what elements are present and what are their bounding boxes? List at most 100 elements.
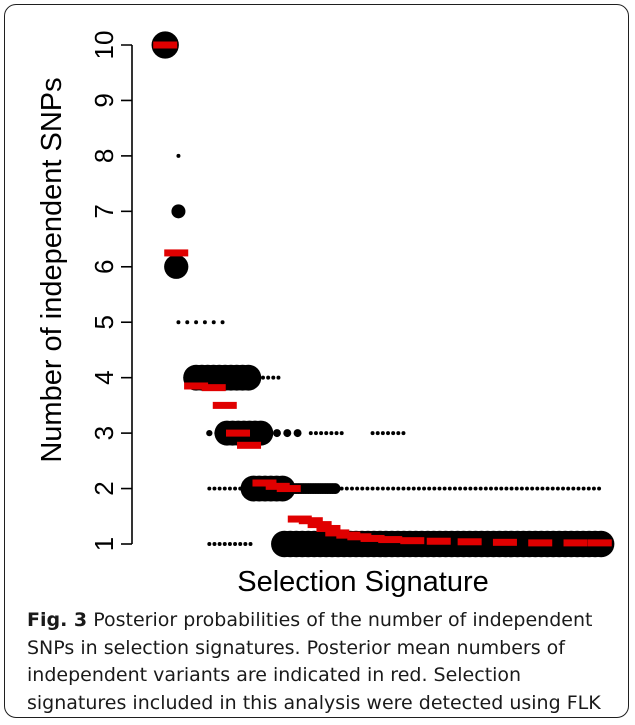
probability-dot (586, 486, 591, 491)
probability-dot (514, 486, 519, 491)
probability-dots (151, 31, 615, 558)
posterior-mean-mark (237, 441, 262, 449)
probability-dot (365, 486, 370, 491)
probability-dot (164, 254, 189, 279)
probability-dot (176, 153, 181, 158)
probability-dot (248, 420, 274, 446)
probability-dot (212, 542, 217, 546)
probability-dot (233, 542, 238, 546)
probability-dot (391, 486, 396, 491)
posterior-mean-mark (378, 536, 403, 544)
probability-dot (293, 429, 302, 438)
probability-dot (396, 486, 401, 491)
probability-dot (571, 486, 576, 491)
probability-dot (519, 486, 524, 491)
probability-dot (545, 486, 550, 491)
probability-dot (271, 375, 276, 380)
probability-dot (555, 486, 560, 491)
probability-dot (273, 429, 281, 438)
probability-dot (442, 486, 447, 491)
probability-dot (535, 486, 540, 491)
y-axis: 1 2 3 4 5 6 7 8 9 10 (89, 31, 133, 551)
posterior-mean-mark (184, 382, 209, 390)
probability-dot (233, 486, 238, 491)
figure-caption: Fig. 3 Posterior probabilities of the nu… (27, 607, 617, 717)
probability-dot (396, 431, 401, 436)
probability-dot (227, 486, 232, 491)
probability-dot (509, 486, 514, 491)
posterior-mean-mark (226, 429, 251, 437)
probability-dot (488, 486, 493, 491)
probability-dot (194, 320, 199, 325)
probability-dot (207, 542, 212, 546)
probability-dot (561, 486, 566, 491)
figure-frame: 1 2 3 4 5 6 7 8 9 10 Number of independent SNPs S… (4, 4, 629, 718)
probability-dot (494, 486, 499, 491)
posterior-mean-mark (587, 539, 612, 547)
posterior-mean-mark (201, 384, 226, 392)
probability-dot (222, 486, 227, 491)
probability-dot (597, 486, 602, 491)
probability-dot (422, 486, 427, 491)
posterior-mean-mark (298, 517, 323, 525)
probability-dot (324, 431, 329, 436)
posterior-mean-mark (164, 249, 189, 257)
probability-dot (406, 486, 411, 491)
probability-dot (504, 486, 509, 491)
probability-dot (238, 542, 243, 546)
probability-dot (313, 431, 318, 436)
probability-dot (227, 542, 232, 546)
probability-dot (319, 431, 324, 436)
probability-dot (576, 486, 581, 491)
probability-dot (344, 486, 349, 491)
probability-dot (540, 486, 545, 491)
probability-dot (202, 320, 207, 325)
probability-dot (375, 431, 380, 436)
probability-dot (437, 486, 442, 491)
probability-dot (176, 320, 181, 325)
y-tick-label: 6 (89, 260, 119, 274)
probability-dot (350, 486, 354, 491)
y-tick-label: 2 (89, 481, 119, 495)
probability-dot (266, 375, 271, 380)
scatter-chart: 1 2 3 4 5 6 7 8 9 10 Number of independent SNPs S… (36, 31, 615, 598)
y-tick-label: 1 (89, 537, 119, 551)
probability-dot (458, 486, 463, 491)
posterior-mean-mark (492, 538, 517, 546)
probability-dot (386, 486, 390, 491)
probability-dot (566, 486, 571, 491)
posterior-mean-mark (276, 485, 301, 493)
y-tick-label: 3 (89, 426, 119, 440)
probability-dot (283, 429, 292, 438)
probability-dot (550, 486, 555, 491)
probability-dot (217, 486, 222, 491)
y-tick-label: 8 (89, 149, 119, 163)
probability-dot (581, 486, 586, 491)
probability-dot (329, 483, 341, 494)
probability-dot (217, 542, 222, 546)
probability-dot (468, 486, 473, 491)
probability-dot (339, 486, 344, 491)
probability-dot (483, 486, 488, 491)
probability-dot (591, 486, 596, 491)
y-axis-label: Number of independent SNPs (36, 77, 68, 462)
probability-dot (308, 431, 313, 436)
probability-dot (222, 542, 227, 546)
probability-dot (401, 431, 406, 436)
probability-dot (452, 486, 457, 491)
probability-dot (360, 486, 365, 491)
probability-dot (416, 486, 421, 491)
posterior-mean-mark (307, 521, 332, 529)
probability-dot (411, 486, 416, 491)
probability-dot (375, 486, 380, 491)
y-tick-label: 4 (89, 370, 119, 384)
probability-dot (243, 542, 248, 546)
probability-dot (329, 431, 334, 436)
probability-dot (207, 486, 212, 491)
posterior-mean-mark (426, 537, 451, 545)
probability-dot (248, 542, 253, 546)
posterior-mean-mark (153, 41, 178, 49)
probability-dot (463, 486, 468, 491)
probability-dot (220, 320, 225, 325)
probability-dot (401, 486, 406, 491)
